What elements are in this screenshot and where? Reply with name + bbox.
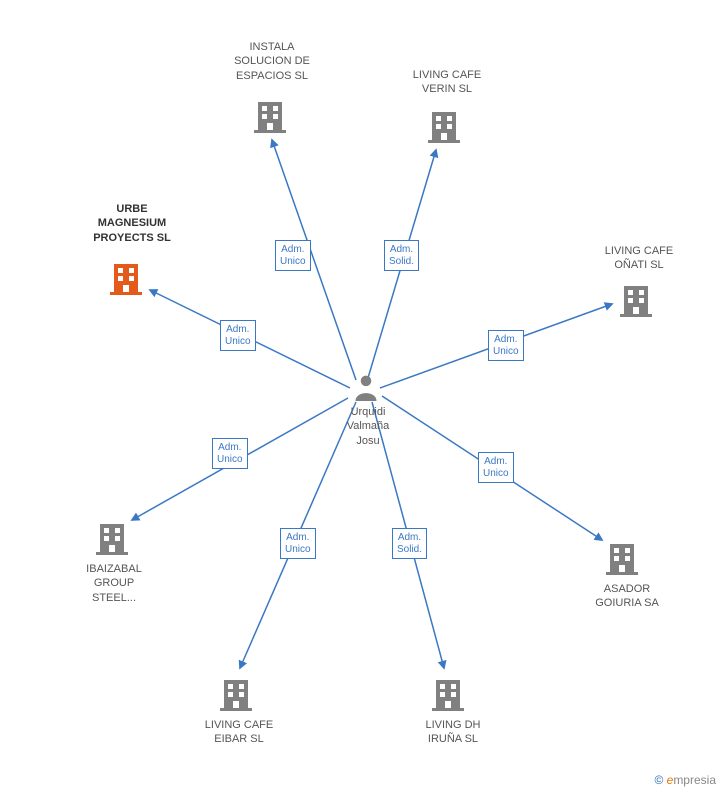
building-icon	[252, 98, 288, 134]
edge-label: Adm. Solid.	[384, 240, 419, 271]
building-icon	[426, 108, 462, 144]
company-label: LIVING DH IRUÑA SL	[408, 718, 498, 747]
copyright-symbol: ©	[654, 773, 663, 787]
edge-label: Adm. Unico	[275, 240, 311, 271]
building-icon	[94, 520, 130, 556]
center-person-label: Urquidi Valmaña Josu	[338, 405, 398, 448]
building-icon	[430, 676, 466, 712]
diagram-canvas: Adm. Unico Adm. Solid. Adm. Unico Adm. Unic…	[0, 0, 728, 795]
edge-label: Adm. Unico	[212, 438, 248, 469]
edge-label: Adm. Unico	[488, 330, 524, 361]
company-label: LIVING CAFE VERIN SL	[402, 68, 492, 97]
company-label: IBAIZABAL GROUP STEEL...	[74, 562, 154, 605]
building-icon	[604, 540, 640, 576]
building-icon	[218, 676, 254, 712]
company-label: URBE MAGNESIUM PROYECTS SL	[82, 202, 182, 245]
center-person[interactable]	[352, 373, 380, 406]
edge-label: Adm. Solid.	[392, 528, 427, 559]
company-node[interactable]	[108, 260, 144, 301]
company-label: INSTALA SOLUCION DE ESPACIOS SL	[222, 40, 322, 83]
building-icon	[618, 282, 654, 318]
brand-rest: mpresia	[673, 773, 716, 787]
edge-label: Adm. Unico	[280, 528, 316, 559]
company-node[interactable]	[430, 676, 466, 717]
company-node[interactable]	[252, 98, 288, 139]
company-node[interactable]	[218, 676, 254, 717]
building-icon	[108, 260, 144, 296]
company-label: LIVING CAFE OÑATI SL	[594, 244, 684, 273]
edge-label: Adm. Unico	[478, 452, 514, 483]
company-node[interactable]	[618, 282, 654, 323]
company-node[interactable]	[94, 520, 130, 561]
company-node[interactable]	[604, 540, 640, 581]
edge-label: Adm. Unico	[220, 320, 256, 351]
company-node[interactable]	[426, 108, 462, 149]
company-label: ASADOR GOIURIA SA	[582, 582, 672, 611]
copyright: © empresia	[654, 773, 716, 787]
person-icon	[352, 373, 380, 401]
company-label: LIVING CAFE EIBAR SL	[194, 718, 284, 747]
